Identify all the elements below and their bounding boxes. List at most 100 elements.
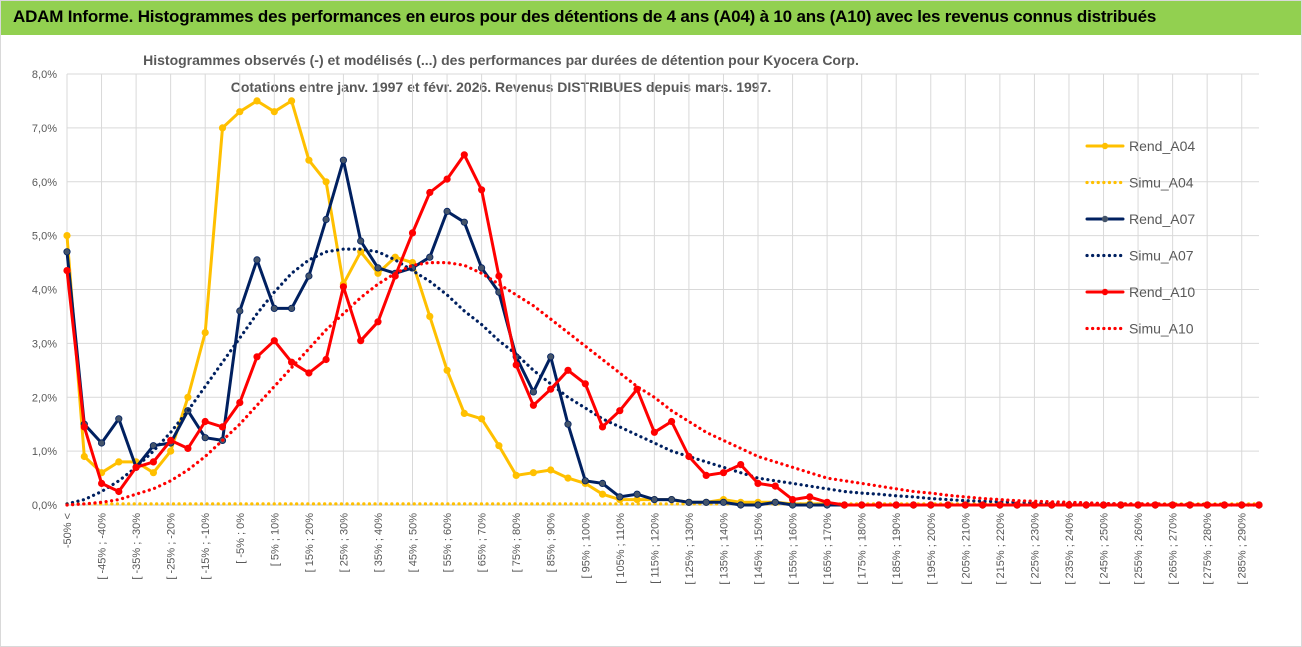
x-tick-label: [ 205% ; 210% bbox=[960, 513, 972, 585]
x-tick-label: [ 95% ; 100% bbox=[580, 513, 592, 579]
x-tick-label: [ 105% ; 110% bbox=[615, 513, 627, 584]
data-point bbox=[961, 501, 969, 509]
data-point bbox=[702, 498, 710, 506]
data-point bbox=[374, 264, 382, 272]
data-point bbox=[443, 207, 451, 215]
data-point bbox=[616, 493, 624, 501]
data-point bbox=[633, 490, 641, 498]
y-tick-label: 1,0% bbox=[32, 446, 57, 458]
data-point bbox=[236, 307, 244, 315]
data-point bbox=[287, 358, 296, 366]
data-point bbox=[737, 501, 745, 509]
legend-marker bbox=[1101, 215, 1109, 223]
x-tick-label: [ 115% ; 120% bbox=[649, 513, 661, 584]
data-point bbox=[650, 428, 659, 436]
x-tick-label: [ 265% ; 270% bbox=[1168, 513, 1180, 585]
data-point bbox=[1255, 501, 1263, 509]
x-tick-label: [ 5% ; 10% bbox=[269, 513, 281, 566]
data-point bbox=[184, 444, 192, 452]
data-point bbox=[719, 498, 728, 506]
data-point bbox=[719, 469, 728, 477]
chart-subtitle: Cotations entre janv. 1997 et févr. 2026… bbox=[231, 79, 772, 95]
data-point bbox=[426, 188, 434, 197]
data-point bbox=[115, 458, 123, 466]
data-point bbox=[737, 460, 745, 469]
data-point bbox=[685, 452, 693, 461]
x-tick-label: -50% < bbox=[62, 513, 74, 548]
legend-marker bbox=[1101, 288, 1109, 296]
x-tick-label: [ 285% ; 290% bbox=[1237, 513, 1249, 585]
data-point bbox=[80, 423, 88, 431]
data-point bbox=[149, 469, 157, 477]
data-point bbox=[270, 304, 278, 312]
data-point bbox=[495, 272, 503, 280]
data-point bbox=[840, 501, 849, 509]
data-point bbox=[115, 415, 123, 423]
gridlines bbox=[66, 73, 1259, 506]
legend-label: Simu_A04 bbox=[1129, 175, 1194, 191]
data-point bbox=[547, 466, 555, 474]
data-point bbox=[754, 501, 762, 509]
x-tick-label: [ 35% ; 40% bbox=[373, 513, 385, 573]
data-point bbox=[650, 495, 659, 504]
data-point bbox=[616, 407, 624, 415]
data-point bbox=[547, 353, 555, 361]
data-point bbox=[184, 393, 192, 401]
legend-label: Rend_A10 bbox=[1129, 284, 1195, 300]
data-point bbox=[426, 312, 434, 320]
data-point bbox=[529, 469, 538, 477]
data-point bbox=[357, 237, 365, 245]
data-point bbox=[512, 361, 520, 369]
data-point bbox=[201, 328, 209, 337]
series-line-simu-a07 bbox=[65, 247, 1261, 507]
data-point bbox=[598, 479, 607, 487]
data-point bbox=[685, 498, 693, 506]
x-tick-label: [ 45% ; 50% bbox=[408, 513, 420, 573]
chart-title: Histogrammes observés (-) et modélisés (… bbox=[143, 52, 859, 68]
data-point bbox=[443, 366, 451, 374]
y-tick-label: 0,0% bbox=[32, 500, 57, 512]
data-point bbox=[667, 417, 676, 426]
data-point bbox=[322, 178, 330, 186]
data-point bbox=[63, 248, 71, 256]
data-point bbox=[823, 498, 831, 506]
data-point bbox=[1013, 501, 1021, 509]
series-line-rend-a04 bbox=[65, 99, 1261, 507]
data-point bbox=[909, 501, 918, 509]
data-point bbox=[460, 409, 468, 417]
data-point bbox=[201, 417, 209, 426]
legend-label: Simu_A07 bbox=[1129, 248, 1194, 264]
x-tick-label: [ 15% ; 20% bbox=[304, 513, 316, 573]
x-tick-label: [ 175% ; 180% bbox=[857, 513, 869, 585]
report-title: ADAM Informe. Histogrammes des performan… bbox=[13, 7, 1157, 26]
data-point bbox=[115, 487, 123, 496]
data-point bbox=[201, 434, 209, 442]
series-line-rend-a07 bbox=[65, 158, 1261, 507]
data-point bbox=[581, 477, 589, 485]
data-point bbox=[408, 229, 417, 237]
data-point bbox=[426, 253, 434, 261]
x-tick-label: [ -45% ; -40% bbox=[97, 513, 109, 580]
series-line-simu-a10 bbox=[65, 261, 1261, 507]
y-tick-label: 6,0% bbox=[32, 177, 57, 189]
data-point bbox=[63, 232, 71, 240]
data-point bbox=[892, 501, 900, 509]
x-tick-label: [ 125% ; 130% bbox=[684, 513, 696, 585]
y-axis: 0,0% 1,0% 2,0% 3,0% 4,0% 5,0% 6,0% 7,0% 8,0% bbox=[32, 69, 57, 512]
data-point bbox=[529, 388, 538, 396]
x-tick-label: [ 195% ; 200% bbox=[926, 513, 938, 585]
data-point bbox=[270, 337, 278, 345]
data-point bbox=[322, 355, 330, 364]
x-tick-label: [ 255% ; 260% bbox=[1133, 513, 1145, 585]
data-point bbox=[547, 385, 555, 393]
series-line-rend-a10 bbox=[65, 153, 1261, 507]
data-point bbox=[357, 337, 365, 345]
y-tick-label: 2,0% bbox=[32, 392, 57, 404]
data-point bbox=[98, 439, 106, 447]
report-header: ADAM Informe. Histogrammes des performan… bbox=[1, 1, 1301, 35]
x-tick-label: [ 225% ; 230% bbox=[1029, 513, 1041, 585]
x-tick-label: [ 275% ; 280% bbox=[1202, 513, 1214, 585]
data-point bbox=[581, 380, 589, 388]
data-point bbox=[667, 495, 676, 504]
